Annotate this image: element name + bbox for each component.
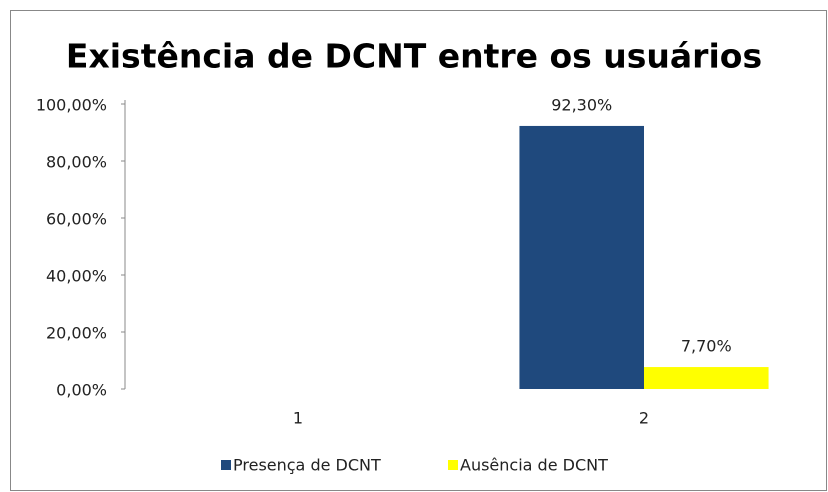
legend-label: Presença de DCNT — [233, 456, 381, 475]
x-tick-label: 2 — [639, 409, 649, 428]
y-tick-label: 60,00% — [46, 210, 107, 229]
x-tick-label: 1 — [293, 409, 303, 428]
chart-title: Existência de DCNT entre os usuários — [66, 37, 762, 76]
bar — [644, 367, 769, 389]
y-tick-label: 20,00% — [46, 324, 107, 343]
legend-swatch — [221, 460, 231, 470]
y-tick-label: 40,00% — [46, 267, 107, 286]
data-label: 7,70% — [681, 337, 732, 356]
data-label: 92,30% — [551, 95, 612, 114]
bar — [519, 125, 644, 389]
y-tick-label: 80,00% — [46, 153, 107, 172]
y-tick-label: 0,00% — [56, 381, 107, 400]
legend-swatch — [448, 460, 458, 470]
y-tick-label: 100,00% — [36, 96, 107, 115]
chart-border — [10, 10, 827, 491]
legend-label: Ausência de DCNT — [460, 456, 608, 475]
